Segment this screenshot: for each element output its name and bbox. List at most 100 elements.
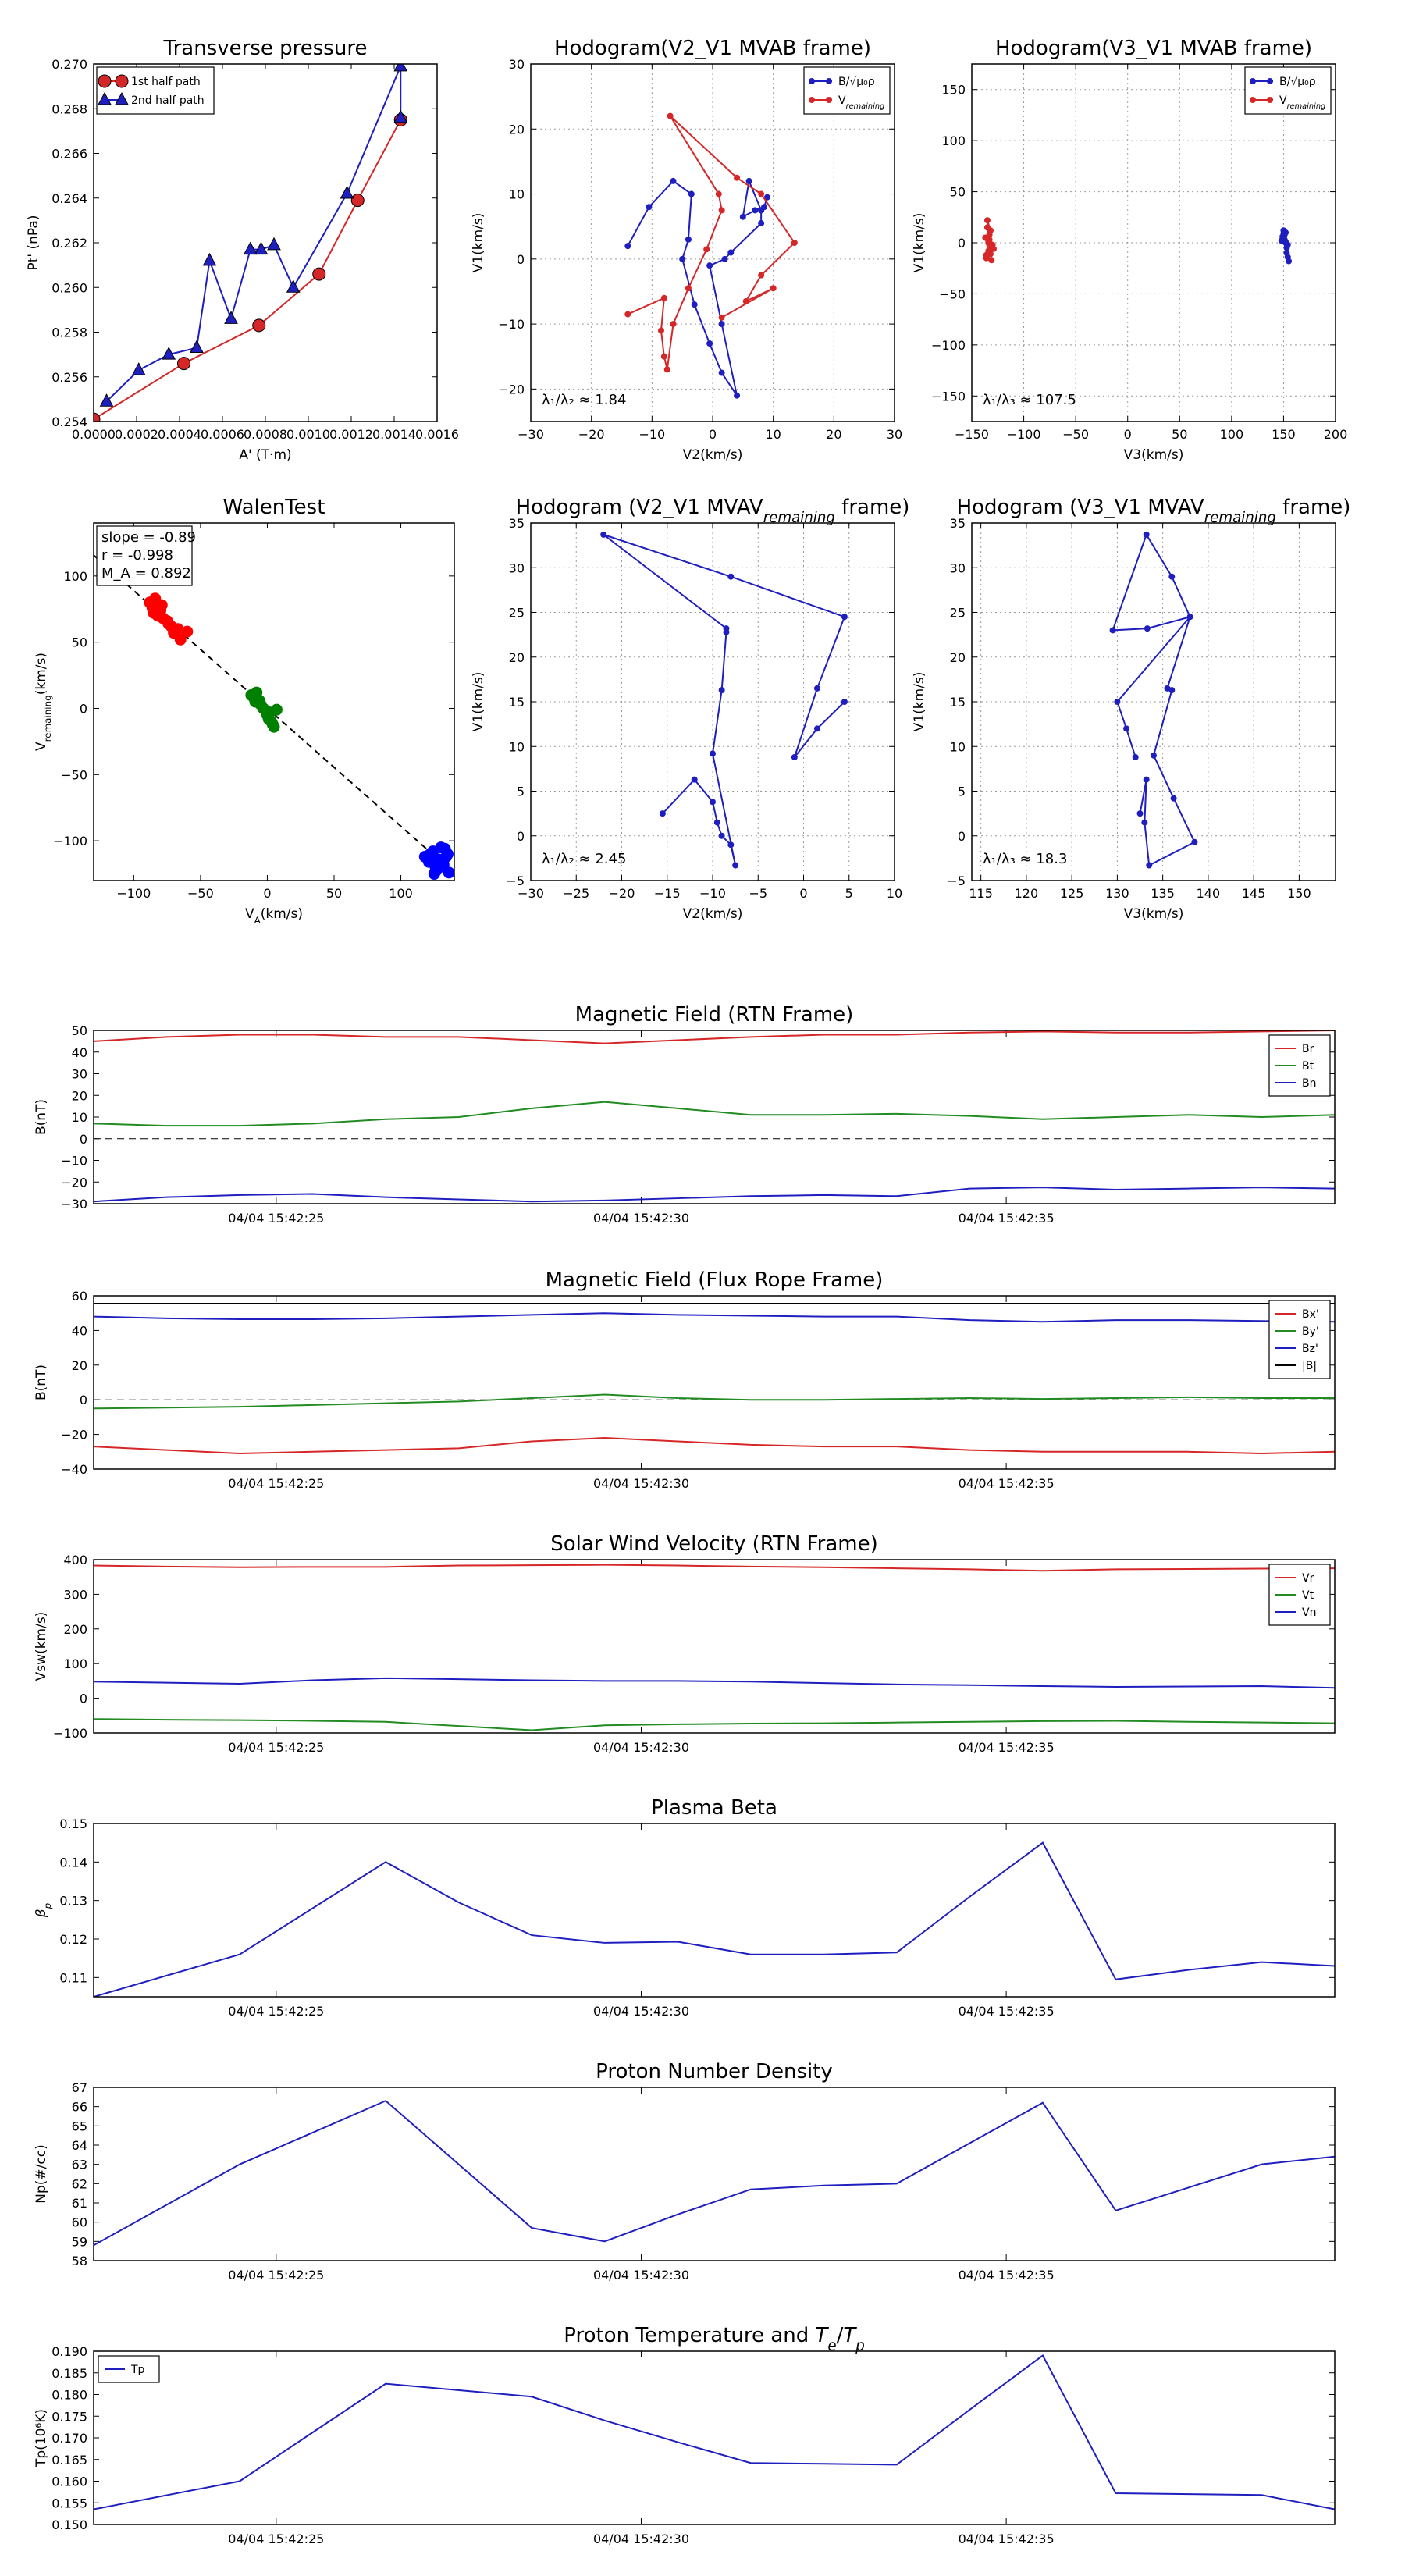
data-point [1170,795,1177,802]
y-tick-label: −5 [947,873,966,888]
x-tick-label: 0 [709,427,717,442]
plot-area [600,531,848,869]
chart-mag_rtn: −30 −20 −10 0 10 20 30 40 50 04/04 15:42:25 04/04 … [34,1003,1336,1226]
y-tick-label: 25 [950,606,966,621]
chart-title: Magnetic Field (RTN Frame) [575,1003,854,1026]
plot-area [1109,531,1198,869]
x-tick-label: 125 [1060,886,1084,901]
data-point [763,194,770,201]
y-axis-label: B(nT) [34,1099,49,1135]
y-tick-label: 63 [72,2158,87,2172]
data-point [984,217,991,224]
plot-area [144,592,454,881]
data-point [1284,254,1291,261]
annotation: λ₁/λ₃ ≈ 18.3 [983,851,1067,867]
legend-box [803,66,891,115]
data-point [841,614,848,621]
legend-label: 1st half path [131,76,201,88]
x-tick-label: 30 [887,427,902,442]
data-point [691,776,698,783]
plot-area [94,64,408,422]
data-point [739,213,746,220]
y-tick-label: 66 [72,2100,87,2115]
y-tick-label: 50 [950,185,966,200]
x-tick-label: 5 [845,886,853,901]
data-point [727,249,735,256]
chart-title: Hodogram(V2_V1 MVAB frame) [554,37,871,60]
data-point [727,573,735,580]
legend-box [96,66,215,115]
y-tick-label: 0.150 [52,2517,87,2532]
legend-label: B/√μ₀ρ [838,76,875,88]
annotation: λ₁/λ₂ ≈ 2.45 [542,851,626,867]
x-tick-label: −20 [578,427,605,442]
chart-pt: 0.0000 0.0002 0.0004 0.0006 0.0008 0.0010 0.00… [26,37,459,463]
y-tick-label: 0.155 [52,2496,87,2510]
x-tick-label: −50 [1062,427,1089,442]
y-tick-label: −20 [61,1175,87,1190]
y-tick-label: 15 [509,695,525,710]
series-line [94,1312,1335,1323]
x-tick-label: 140 [1197,886,1221,901]
data-point [706,340,713,347]
data-point [758,220,765,227]
y-axis-label: V1(km/s) [912,672,927,732]
y-tick-label: −10 [61,1154,87,1169]
chart-mag_fr: −40 −20 0 20 40 60 04/04 15:42:25 04/04 15:42:3… [34,1268,1336,1491]
plot-area [624,112,798,399]
chart-title: WalenTest [223,496,325,519]
y-tick-label: 0 [958,236,966,251]
data-point [718,207,725,214]
data-point [718,314,725,321]
y-tick-label: 20 [72,1088,87,1103]
y-tick-label: 35 [509,516,525,531]
data-point [155,599,168,611]
legend-label: Bx' [1302,1308,1319,1321]
data-point [249,696,261,708]
data-point [657,327,664,334]
x-tick-label: 04/04 15:42:35 [959,2004,1055,2019]
data-point [986,231,993,238]
x-axis-label: V3(km/s) [1124,447,1184,463]
data-point [646,204,653,211]
x-tick-label: 04/04 15:42:25 [228,2268,324,2282]
chart-title: Hodogram (V2_V1 MVAVremaining frame) [516,496,910,526]
y-tick-label: 0 [80,701,87,716]
y-tick-label: 0.268 [52,101,87,116]
series-line [94,2354,1335,2510]
legend-label: B/√μ₀ρ [1279,76,1316,88]
y-tick-label: 100 [63,1656,87,1671]
x-tick-label: −30 [518,427,544,442]
annotation-line: r = -0.998 [101,547,173,564]
y-tick-label: 0.270 [52,57,87,72]
axes-frame [971,63,1336,422]
x-tick-label: −150 [955,427,989,442]
data-point [988,257,995,264]
series-line [94,1841,1335,1997]
legend-marker [1250,97,1256,103]
chart-tp: 0.150 0.155 0.160 0.165 0.170 0.175 0.180 0.185… [34,2324,1336,2546]
legend-label: Bt [1302,1060,1314,1073]
x-tick-label: 100 [389,886,413,901]
chart-title: Proton Temperature and Te/Tp [564,2324,865,2354]
legend-label: Tp [130,2364,145,2376]
data-point [443,866,454,879]
data-point [270,703,283,716]
y-tick-label: −20 [498,382,525,397]
legend-marker [1267,97,1273,103]
data-point [691,301,698,308]
data-point [393,64,408,72]
data-point [688,190,695,197]
data-point [713,819,720,826]
data-point [990,245,997,252]
y-tick-label: −100 [931,338,966,353]
series-line [94,1187,1335,1203]
y-tick-label: −30 [61,1197,87,1212]
annotation-line: slope = -0.89 [101,529,196,546]
chart-h1: −30 −20 −10 0 10 20 30 −20 −10 0 10 20 30 Hodogram(V2… [471,37,902,463]
y-tick-label: 0.165 [52,2453,87,2467]
y-tick-label: −20 [61,1428,87,1443]
x-axis-label: A' (T·m) [239,447,291,463]
y-tick-label: 62 [72,2176,87,2191]
data-point [1143,776,1150,783]
